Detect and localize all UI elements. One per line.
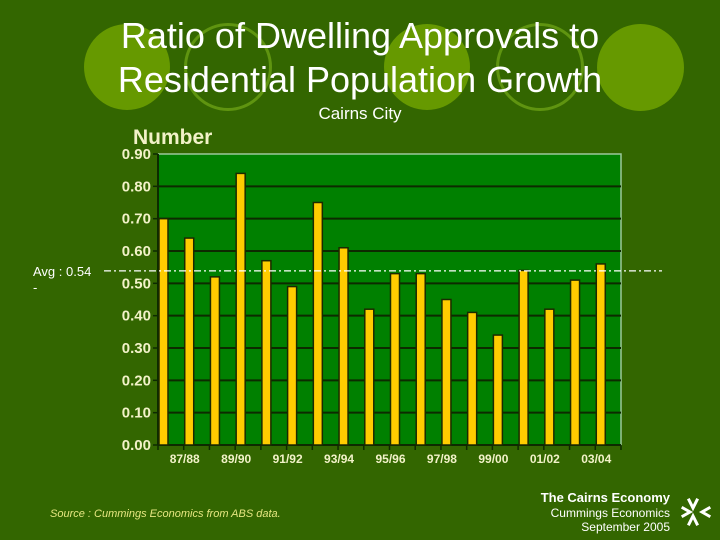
bar-90-91 — [235, 172, 246, 446]
y-tick-label: 0.20 — [122, 372, 151, 389]
bar-04-05 — [595, 263, 607, 446]
x-tick-label: 03/04 — [581, 452, 611, 466]
y-tick-label: 0.40 — [122, 308, 151, 325]
bar-01-02 — [518, 269, 529, 446]
x-tick-label: 93/94 — [324, 452, 354, 466]
decorative-circle-filled — [84, 24, 170, 110]
average-label-continuation: - — [33, 280, 38, 295]
slide-title-line-2: Residential Population Growth — [117, 59, 603, 100]
x-tick-label: 89/90 — [221, 452, 251, 466]
decorative-circle-outline — [496, 23, 584, 111]
x-tick-label: 91/92 — [273, 452, 303, 466]
x-tick-label: 97/98 — [427, 452, 457, 466]
brand-date: September 2005 — [581, 520, 670, 534]
bar-89-90 — [209, 276, 221, 446]
bar-98-99 — [441, 298, 452, 446]
bar-00-01 — [492, 334, 504, 446]
bar-92-93 — [286, 285, 298, 446]
cummings-economics-logo-icon — [680, 497, 712, 527]
chart-subtitle: Cairns City — [318, 104, 402, 123]
bar-94-95 — [338, 247, 349, 446]
bar-91-92 — [261, 259, 272, 446]
x-tick-label: 87/88 — [170, 452, 200, 466]
y-tick-label: 0.90 — [122, 146, 151, 163]
bar-02-03 — [544, 308, 555, 446]
bar-93-94 — [312, 201, 324, 446]
bar-95-96 — [364, 308, 375, 446]
y-tick-label: 0.50 — [122, 275, 151, 292]
x-tick-label: 01/02 — [530, 452, 560, 466]
decorative-circle-filled — [597, 24, 684, 111]
bar-96-97 — [389, 272, 401, 446]
bar-88-89 — [183, 237, 195, 446]
y-tick-label: 0.60 — [122, 243, 151, 260]
bar-87-88 — [158, 217, 169, 446]
slide-title-line-1: Ratio of Dwelling Approvals to — [120, 15, 600, 56]
brand-organisation: Cummings Economics — [550, 506, 670, 520]
x-axis-ticks: 87/88 89/90 91/92 93/94 95/96 97/98 99/00 01/02… — [157, 445, 622, 466]
decorative-circle-filled — [384, 24, 470, 110]
bars — [158, 172, 607, 446]
x-tick-label: 99/00 — [478, 452, 508, 466]
y-tick-label: 0.10 — [122, 405, 151, 422]
source-note: Source : Cummings Economics from ABS dat… — [50, 508, 281, 520]
average-label: Avg : 0.54 — [33, 264, 92, 279]
y-axis-title: Number — [133, 126, 212, 149]
y-tick-label: 0.00 — [122, 437, 151, 454]
gridlines — [158, 185, 621, 414]
bar-03-04 — [569, 279, 581, 446]
y-tick-label: 0.70 — [122, 211, 151, 228]
bar-99-00 — [466, 311, 478, 446]
x-tick-label: 95/96 — [375, 452, 405, 466]
plot-area — [157, 153, 622, 446]
bar-97-98 — [415, 272, 426, 446]
slide-title: Ratio of Dwelling Approvals to Residenti… — [0, 14, 720, 102]
decorative-circle-outline — [184, 23, 272, 111]
y-tick-label: 0.80 — [122, 178, 151, 195]
y-tick-label: 0.30 — [122, 340, 151, 357]
brand-title: The Cairns Economy — [540, 490, 670, 505]
brand-block: The Cairns Economy Cummings Economics Se… — [541, 490, 670, 534]
